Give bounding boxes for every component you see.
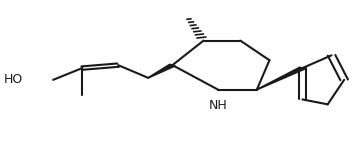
- Text: NH: NH: [209, 99, 228, 112]
- Polygon shape: [148, 64, 175, 78]
- Polygon shape: [257, 67, 305, 90]
- Text: HO: HO: [4, 73, 24, 86]
